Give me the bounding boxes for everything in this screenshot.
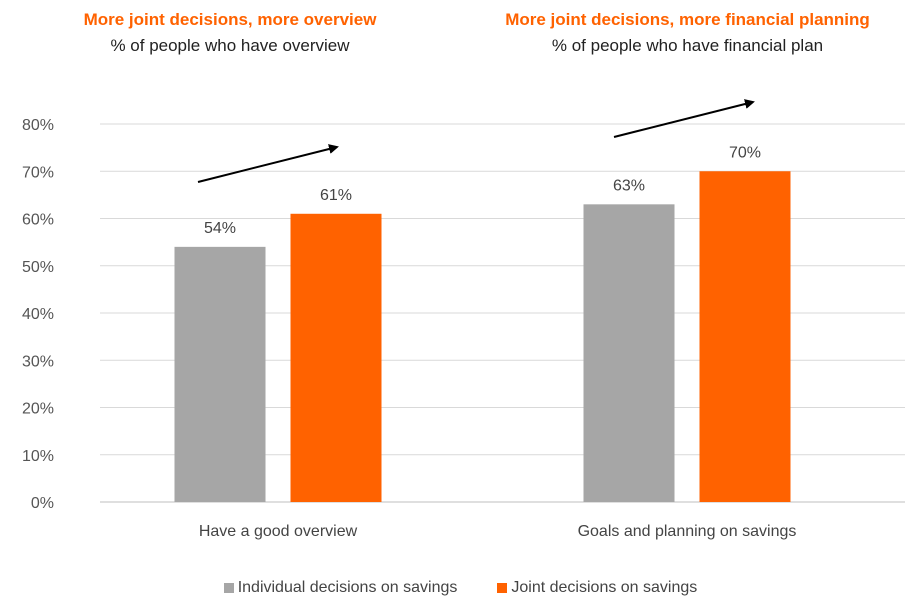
trend-arrow	[197, 144, 339, 183]
chart-title-left: More joint decisions, more overview	[83, 10, 377, 29]
y-tick-label: 30%	[22, 353, 54, 370]
y-tick-label: 80%	[22, 117, 54, 134]
legend-item-individual: Individual decisions on savings	[223, 579, 458, 597]
category-label: Goals and planning on savings	[578, 523, 797, 540]
data-label: 70%	[729, 144, 761, 161]
legend-label-joint: Joint decisions on savings	[511, 579, 698, 596]
y-tick-label: 70%	[22, 164, 54, 181]
legend-swatch-joint	[497, 583, 508, 593]
y-tick-label: 50%	[22, 259, 54, 276]
data-label: 61%	[320, 187, 352, 204]
data-label: 54%	[204, 220, 236, 237]
y-tick-label: 40%	[22, 306, 54, 323]
legend-item-joint: Joint decisions on savings	[497, 579, 697, 597]
trend-arrow	[613, 99, 755, 138]
y-tick-label: 60%	[22, 212, 54, 229]
chart-title-right: More joint decisions, more financial pla…	[505, 10, 870, 29]
chart-subtitle-right: % of people who have financial plan	[551, 36, 824, 55]
category-label: Have a good overview	[199, 523, 358, 540]
legend-swatch-individual	[223, 583, 234, 593]
y-tick-label: 20%	[22, 401, 54, 418]
y-tick-label: 0%	[31, 495, 54, 512]
chart-legend: Individual decisions on savings Joint de…	[0, 579, 921, 597]
y-tick-label: 10%	[22, 448, 54, 465]
legend-label-individual: Individual decisions on savings	[237, 579, 458, 596]
bar	[174, 246, 266, 502]
chart-subtitle-left: % of people who have overview	[110, 36, 350, 55]
bar	[583, 204, 675, 502]
bar	[699, 171, 791, 502]
data-label: 63%	[613, 177, 645, 194]
bar	[290, 213, 382, 502]
